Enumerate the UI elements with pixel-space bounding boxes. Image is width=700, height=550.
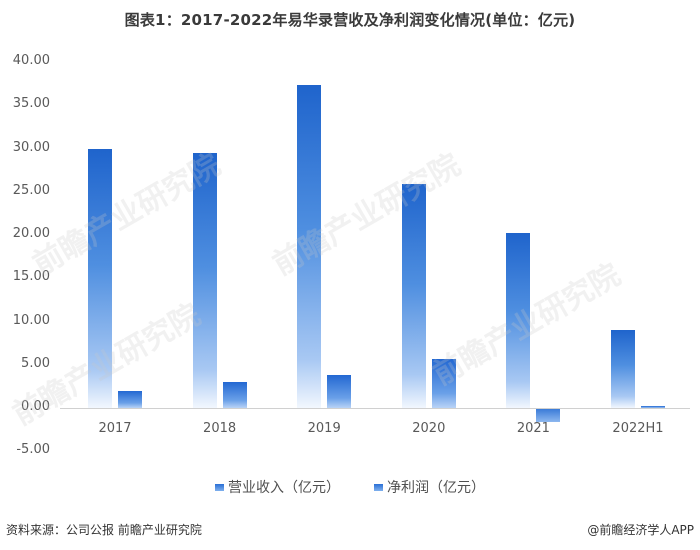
- legend: 营业收入（亿元） 净利润（亿元）: [0, 477, 700, 497]
- x-tick-label: 2019: [307, 421, 341, 436]
- y-tick-label: 30.00: [12, 139, 50, 155]
- x-tick-label: 2018: [203, 421, 237, 436]
- bar-net-profit[interactable]: [118, 390, 142, 408]
- bar-revenue[interactable]: [192, 152, 217, 408]
- y-tick-label: 35.00: [12, 96, 50, 112]
- bar-net-profit[interactable]: [641, 406, 665, 408]
- bar-net-profit[interactable]: [222, 382, 247, 408]
- legend-swatch-icon: [374, 483, 383, 491]
- bar-net-profit[interactable]: [536, 409, 561, 422]
- bar-revenue[interactable]: [401, 183, 426, 408]
- y-tick-label: 25.00: [12, 182, 50, 198]
- y-tick-label: 5.00: [21, 355, 50, 371]
- legend-item-net-profit[interactable]: 净利润（亿元）: [374, 477, 485, 497]
- x-tick-label: 2020: [412, 421, 446, 436]
- legend-item-revenue[interactable]: 营业收入（亿元）: [215, 477, 340, 497]
- plot-area: 40.00 35.00 30.00 25.00 20.00 15.00 10.00 5.00 0…: [12, 53, 690, 458]
- y-tick-label: 20.00: [12, 226, 50, 241]
- footer: 资料来源：公司公报 前瞻产业研究院 @前瞻经济学人APP: [6, 521, 694, 541]
- x-tick-label: 2017: [98, 421, 132, 436]
- legend-label: 净利润（亿元）: [387, 480, 485, 496]
- bar-net-profit[interactable]: [327, 375, 352, 408]
- bar-revenue[interactable]: [297, 85, 322, 408]
- source-note: 资料来源：公司公报 前瞻产业研究院: [6, 523, 202, 537]
- bar-revenue[interactable]: [611, 330, 635, 408]
- legend-label: 营业收入（亿元）: [228, 480, 340, 496]
- y-tick-label: 40.00: [12, 53, 50, 68]
- chart-title: 图表1：2017-2022年易华录营收及净利润变化情况(单位：亿元): [124, 11, 576, 29]
- x-tick-label: 2021: [516, 421, 550, 436]
- y-tick-label: 0.00: [21, 399, 50, 414]
- y-tick-label: 10.00: [12, 312, 50, 328]
- x-tick-label: 2022H1: [612, 421, 664, 436]
- bar-revenue[interactable]: [506, 233, 531, 408]
- x-axis-line: [60, 408, 690, 409]
- y-tick-label: 15.00: [12, 269, 50, 285]
- legend-swatch-icon: [215, 483, 224, 491]
- bar-net-profit[interactable]: [431, 358, 456, 408]
- y-tick-label: -5.00: [16, 442, 50, 458]
- bar-revenue[interactable]: [88, 148, 112, 408]
- credit-note: @前瞻经济学人APP: [587, 523, 694, 537]
